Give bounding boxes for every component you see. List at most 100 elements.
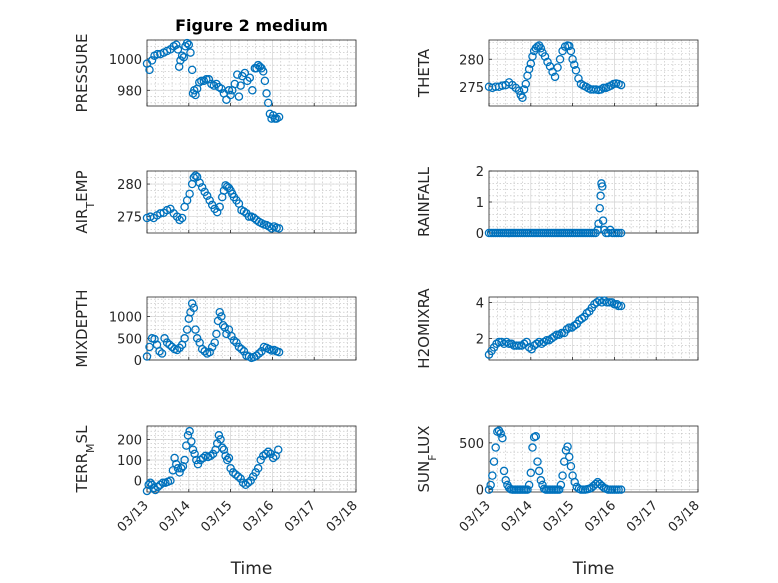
data-point xyxy=(595,296,604,305)
data-point xyxy=(524,64,534,74)
y-tick-label: 500 xyxy=(459,437,484,452)
y-tick-label: 1 xyxy=(476,196,484,211)
data-point xyxy=(260,76,270,86)
data-point xyxy=(614,228,623,238)
data-point xyxy=(533,457,542,466)
data-point xyxy=(228,468,238,477)
data-point xyxy=(226,90,235,100)
data-point xyxy=(536,476,546,485)
data-point xyxy=(501,476,510,485)
data-point xyxy=(549,332,559,341)
data-point xyxy=(262,89,271,98)
data-point xyxy=(274,445,283,454)
data-point xyxy=(263,447,273,457)
y-axis-label: THETA xyxy=(415,48,433,98)
data-point xyxy=(177,213,187,223)
data-point xyxy=(224,453,234,463)
data-point xyxy=(514,341,524,350)
data-point xyxy=(187,437,196,446)
data-point xyxy=(174,62,184,71)
data-point xyxy=(524,480,534,490)
data-point xyxy=(598,182,607,191)
axes-box xyxy=(146,425,357,493)
data-point xyxy=(190,449,199,459)
data-point xyxy=(245,73,255,82)
data-point xyxy=(197,183,207,192)
data-point xyxy=(256,455,265,465)
data-point xyxy=(518,93,527,103)
data-point xyxy=(246,476,255,485)
data-point xyxy=(554,330,564,340)
data-point xyxy=(182,38,192,48)
data-point xyxy=(166,476,175,485)
y-tick-label: 275 xyxy=(459,81,484,96)
y-tick-label: 2 xyxy=(476,332,484,347)
data-point xyxy=(189,303,199,313)
data-point xyxy=(142,486,152,496)
data-point xyxy=(210,338,219,347)
data-point xyxy=(155,347,164,356)
data-point xyxy=(534,337,544,347)
data-point xyxy=(204,75,214,84)
data-point xyxy=(226,464,235,473)
data-point xyxy=(274,347,284,357)
data-point xyxy=(507,339,516,349)
data-point xyxy=(563,442,572,451)
data-point xyxy=(207,342,217,352)
data-point xyxy=(208,449,218,459)
data-point xyxy=(268,453,278,463)
data-point xyxy=(498,433,507,443)
y-tick-label: 280 xyxy=(117,178,142,193)
data-point xyxy=(556,480,566,490)
data-point xyxy=(266,449,275,459)
data-point xyxy=(216,435,225,444)
data-point xyxy=(218,320,228,330)
data-point xyxy=(595,203,605,213)
data-point xyxy=(258,451,268,461)
data-point xyxy=(562,325,571,334)
data-point xyxy=(205,196,214,205)
data-point xyxy=(147,56,157,65)
data-point xyxy=(162,338,172,347)
y-axis-label: PRESSURE xyxy=(73,34,91,113)
data-point xyxy=(187,65,197,75)
panel-rainfall: 0 1 2 RAINFALL xyxy=(415,165,699,242)
data-point xyxy=(616,228,626,238)
data-point xyxy=(193,459,203,469)
y-tick-label: 200 xyxy=(117,433,142,448)
data-point xyxy=(224,86,234,95)
data-point xyxy=(489,457,499,466)
data-point xyxy=(498,81,507,90)
data-point xyxy=(194,78,204,87)
y-axis-label: AIRTEMP xyxy=(73,170,97,233)
data-point xyxy=(521,79,531,89)
data-point xyxy=(502,337,511,347)
data-point xyxy=(258,67,268,76)
data-point xyxy=(568,55,577,64)
x-axis-label: Time xyxy=(230,559,273,579)
data-point xyxy=(231,470,240,479)
data-point xyxy=(205,347,214,357)
data-point xyxy=(528,443,537,452)
data-point xyxy=(614,485,623,494)
axes-box xyxy=(488,425,699,493)
data-point xyxy=(223,455,232,465)
data-point xyxy=(215,307,224,317)
data-point xyxy=(236,474,245,483)
panel-air_temp: 275 280 AIRTEMP xyxy=(73,170,357,234)
data-point xyxy=(192,334,202,343)
data-point xyxy=(565,41,574,51)
data-point xyxy=(552,330,561,340)
data-point xyxy=(534,466,544,476)
data-point xyxy=(523,485,532,494)
data-point xyxy=(602,298,612,307)
data-point xyxy=(157,349,167,358)
data-point xyxy=(180,334,189,343)
data-point xyxy=(188,445,198,454)
data-point xyxy=(160,334,169,343)
data-point xyxy=(200,347,209,356)
data-point xyxy=(539,337,549,347)
data-point xyxy=(202,191,212,201)
data-point xyxy=(145,342,154,352)
